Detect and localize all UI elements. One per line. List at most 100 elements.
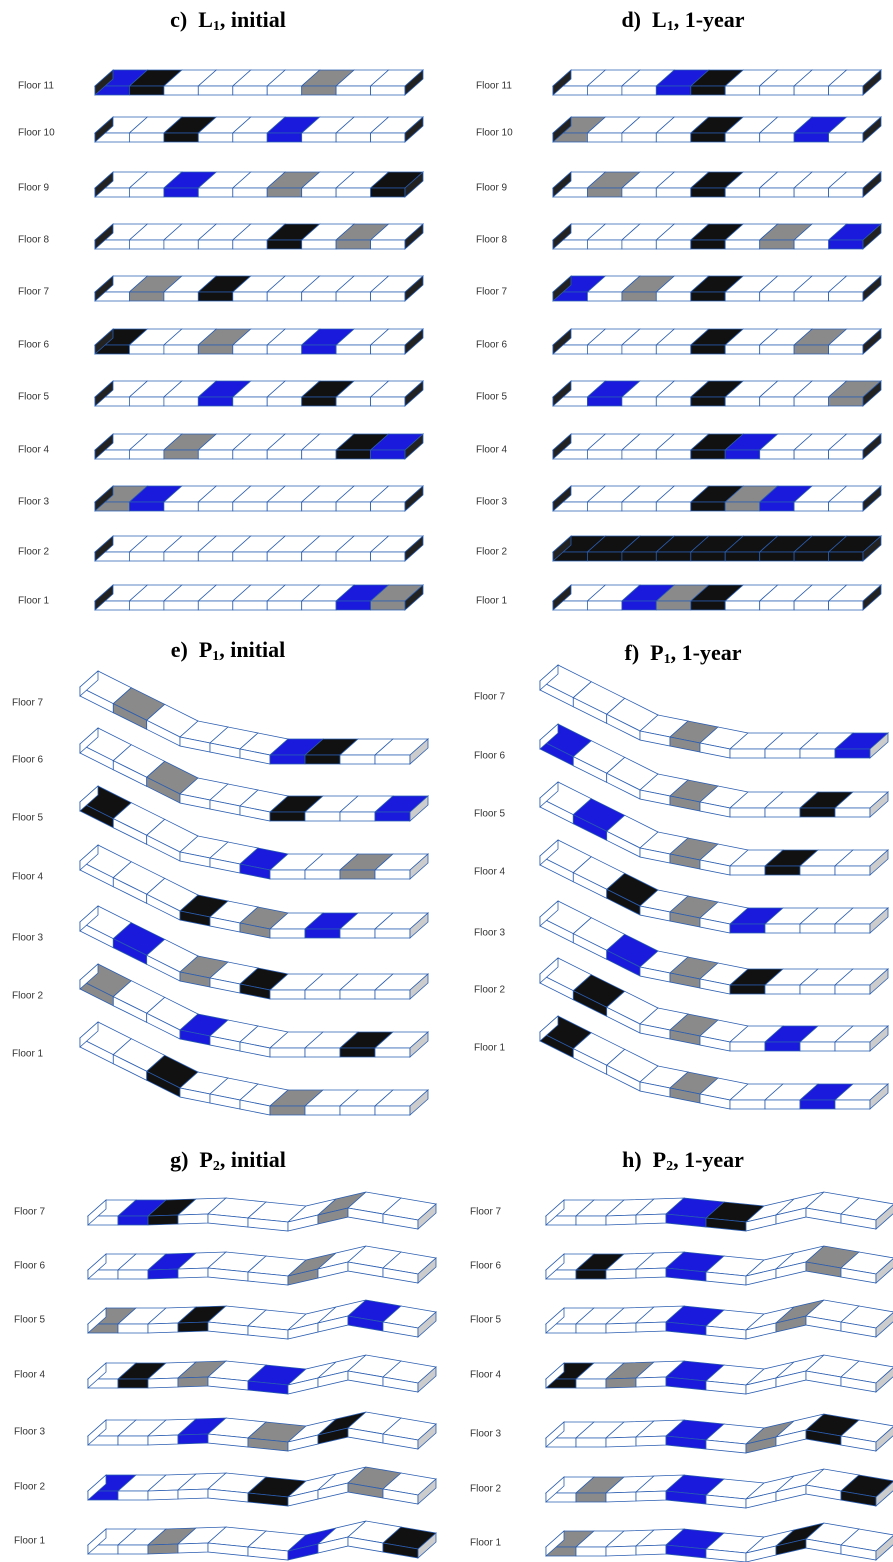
cell-front [129, 552, 164, 561]
cell-front [835, 924, 870, 933]
cell-front [835, 1042, 870, 1051]
cell-front [270, 929, 305, 938]
cell-front [267, 601, 302, 610]
cell-front [233, 397, 267, 406]
cell-front [656, 502, 691, 511]
floor-label: Floor 1 [476, 596, 508, 607]
cell-front [606, 1215, 636, 1225]
floor-label: Floor 1 [474, 1043, 506, 1054]
cell-front [636, 1545, 666, 1555]
cell-front [340, 755, 375, 764]
cell-front [336, 133, 371, 142]
cell-front [829, 502, 863, 511]
floor-label: Floor 2 [476, 547, 508, 558]
floor-plan [95, 536, 423, 561]
cell-front [129, 240, 164, 249]
cell-front [267, 240, 302, 249]
cell-front [622, 601, 656, 610]
cell-front [794, 292, 829, 301]
cell-front [835, 749, 870, 758]
cell-front [233, 188, 267, 197]
floor-plan [546, 1300, 893, 1339]
cell-front [622, 552, 656, 561]
floor-label: Floor 1 [18, 596, 50, 607]
cell-front [118, 1545, 148, 1554]
cell-front [587, 133, 622, 142]
floor-plan [546, 1355, 893, 1394]
floor-label: Floor 11 [476, 81, 512, 92]
floor-label: Floor 5 [18, 392, 50, 403]
floor-plan [553, 276, 881, 301]
cell-front [336, 552, 371, 561]
cell-front [129, 345, 164, 354]
cell-front [340, 1048, 375, 1057]
floor-label: Floor 7 [476, 287, 508, 298]
cell-front [129, 86, 164, 95]
cell-front [656, 601, 691, 610]
cell-front [198, 502, 233, 511]
floor-plan [546, 1414, 893, 1453]
cell-front [794, 502, 829, 511]
cell-front [336, 240, 371, 249]
floor-plan [88, 1412, 436, 1451]
cell-front [164, 133, 198, 142]
floor-plan [95, 117, 423, 142]
cell-front [118, 1216, 148, 1225]
cell-front [164, 601, 198, 610]
cell-front [587, 86, 622, 95]
cell-front [829, 188, 863, 197]
cell-front [725, 240, 760, 249]
cell-front [375, 812, 410, 821]
panel-title: f) P1, 1-year [625, 640, 742, 667]
cell-front [305, 929, 340, 938]
floor-plan [95, 172, 423, 197]
panel-title: e) P1, initial [171, 637, 286, 664]
floor-plan [546, 1469, 893, 1508]
cell-front [691, 450, 725, 459]
cell-front [371, 601, 405, 610]
cell-front [760, 133, 794, 142]
cell-front [794, 133, 829, 142]
cell-front [302, 133, 336, 142]
floor-label: Floor 3 [474, 928, 506, 939]
cell-front [765, 1042, 800, 1051]
cell-front [233, 450, 267, 459]
title-suffix: , initial [220, 1147, 286, 1172]
cell-front [765, 985, 800, 994]
cell-front [656, 86, 691, 95]
cell-front [198, 292, 233, 301]
title-letter: h) [622, 1147, 642, 1172]
cell-front [267, 345, 302, 354]
cell-front [118, 1270, 148, 1279]
cell-front [760, 397, 794, 406]
floor-plan [553, 381, 881, 406]
cell-front [198, 601, 233, 610]
cell-front [800, 1100, 835, 1109]
cell-front [794, 552, 829, 561]
cell-front [129, 188, 164, 197]
cell-front [730, 808, 765, 817]
cell-front [371, 240, 405, 249]
floor-label: Floor 4 [476, 445, 508, 456]
floor-label: Floor 7 [470, 1207, 502, 1218]
cell-front [794, 397, 829, 406]
cell-front [725, 502, 760, 511]
floor-label: Floor 2 [12, 991, 44, 1002]
cell-front [730, 1100, 765, 1109]
cell-front [375, 1106, 410, 1115]
floor-label: Floor 2 [14, 1482, 46, 1493]
cell-front [198, 133, 233, 142]
cell-front [375, 1048, 410, 1057]
cell-front [129, 502, 164, 511]
cell-front [233, 292, 267, 301]
floor-plan [88, 1192, 436, 1231]
cell-front [829, 450, 863, 459]
cell-front [760, 345, 794, 354]
floor-label: Floor 5 [474, 809, 506, 820]
cell-front [656, 345, 691, 354]
cell-front [129, 601, 164, 610]
floor-plan [553, 329, 881, 354]
cell-front [129, 450, 164, 459]
cell-front [691, 502, 725, 511]
cell-front [725, 601, 760, 610]
